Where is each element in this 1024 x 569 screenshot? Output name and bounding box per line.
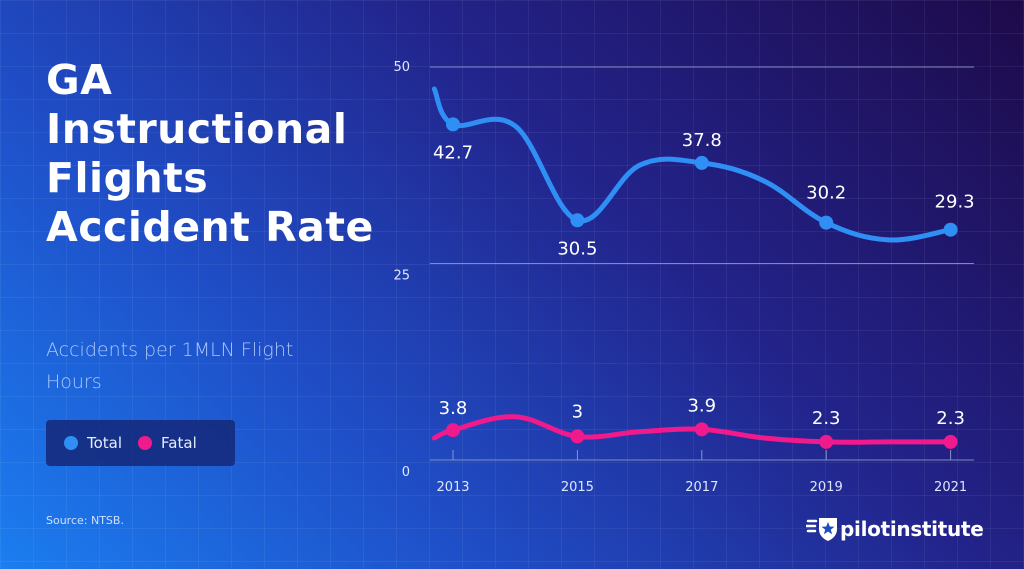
x-tick-label: 2017 [685,480,718,495]
data-point-total [446,117,460,132]
legend: Total Fatal [46,420,235,466]
x-tick-label: 2015 [561,480,594,495]
data-point-fatal [819,434,834,449]
x-tick-label: 2021 [934,480,967,495]
brand-logo: pilotinstitute [806,515,984,543]
x-tick-label: 2013 [436,480,469,495]
series-line-total [431,86,954,243]
data-label-total: 29.3 [935,192,975,213]
data-point-total [694,155,709,170]
data-point-fatal [694,422,709,437]
series-line-fatal [431,414,954,445]
y-tick-label: 0 [402,465,410,480]
legend-label-fatal: Fatal [161,434,197,452]
legend-label-total: Total [87,434,123,452]
brand-name: pilotinstitute [840,517,984,541]
data-label-total: 30.2 [806,183,846,204]
data-point-fatal [943,434,958,449]
legend-dot-total [64,436,78,450]
source-note: Source: NTSB. [46,514,124,527]
data-label-total: 37.8 [682,130,722,151]
data-label-fatal: 3.9 [687,395,716,416]
legend-dot-fatal [138,436,153,450]
shield-star-icon [806,518,837,541]
data-point-fatal [446,423,460,438]
data-point-total [943,222,958,237]
legend-item-fatal: Fatal [138,434,197,452]
x-tick-label: 2019 [810,480,843,495]
data-label-fatal: 3.8 [439,398,468,419]
data-point-fatal [570,429,585,444]
y-tick-label: 25 [393,269,410,284]
chart-subtitle: Accidents per 1MLN Flight Hours [46,339,294,393]
data-label-fatal: 2.3 [812,408,841,429]
data-point-total [570,213,585,228]
data-label-total: 30.5 [557,238,597,259]
data-label-fatal: 2.3 [936,408,965,429]
data-label-fatal: 3 [572,401,583,422]
y-tick-label: 50 [393,60,410,75]
legend-item-total: Total [64,434,122,452]
data-label-total: 42.7 [433,142,473,163]
chart-title: GA Instructional Flights Accident Rate [46,56,374,251]
data-point-total [819,215,834,230]
